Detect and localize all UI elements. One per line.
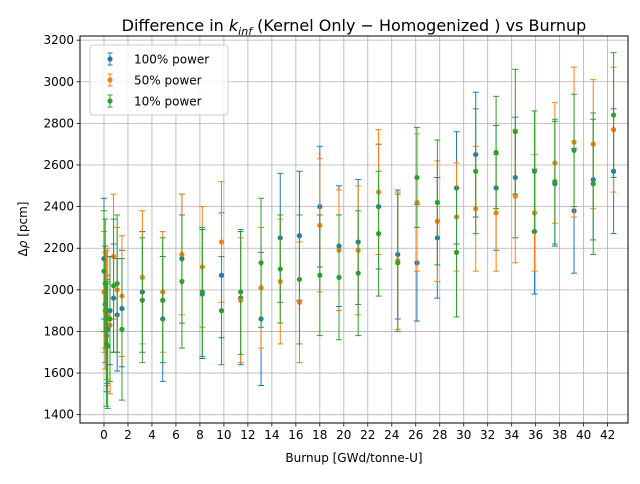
legend-marker [107, 77, 113, 83]
x-tick-label: 22 [360, 428, 375, 442]
y-tick-label: 1400 [43, 408, 74, 422]
plot-frame [79, 35, 629, 424]
data-point [512, 129, 518, 135]
data-point [238, 289, 244, 295]
data-point [434, 199, 440, 206]
x-tick-label: 2 [124, 428, 132, 442]
legend-label: 10% power [134, 95, 202, 109]
x-axis-label: Burnup [GWd/tonne-U] [285, 451, 422, 465]
x-tick-label: 0 [100, 428, 108, 442]
data-point [375, 231, 382, 237]
y-tick-label: 2600 [43, 158, 74, 172]
x-tick-label: 32 [480, 428, 495, 442]
x-tick-label: 30 [456, 428, 471, 442]
legend-marker [107, 56, 113, 62]
x-tick-label: 4 [148, 428, 156, 442]
legend-label: 50% power [134, 74, 202, 88]
y-tick-label: 3200 [43, 33, 74, 47]
data-point [179, 278, 185, 285]
data-point [414, 174, 420, 181]
chart-title: Difference in kinf (Kernel Only − Homoge… [122, 16, 587, 38]
data-point [473, 168, 479, 174]
data-point [139, 297, 145, 303]
x-tick-label: 24 [384, 428, 399, 442]
series-3 [100, 52, 617, 409]
data-point [453, 249, 460, 255]
data-point [571, 147, 577, 154]
data-point [336, 274, 342, 280]
y-tick-label: 2800 [43, 116, 74, 130]
x-tick-label: 26 [408, 428, 423, 442]
data-point [107, 316, 113, 322]
data-point [552, 179, 558, 185]
data-point [512, 193, 518, 199]
data-point [218, 308, 225, 314]
data-point [493, 149, 499, 156]
legend-box [89, 44, 229, 116]
data-marks [100, 52, 617, 409]
x-tick-label: 28 [432, 428, 447, 442]
data-point [218, 239, 225, 245]
data-point [355, 270, 361, 276]
y-tick-label: 1800 [43, 324, 74, 338]
x-tick-label: 6 [172, 428, 180, 442]
data-point [590, 181, 596, 187]
data-point [160, 297, 166, 303]
x-tick-label: 34 [504, 428, 519, 442]
x-tick-label: 20 [336, 428, 351, 442]
y-tick-label: 1600 [43, 366, 74, 380]
x-tick-label: 38 [552, 428, 567, 442]
data-point [296, 276, 303, 283]
data-point [199, 289, 205, 295]
legend: 100% power 50% power 10% power [89, 44, 229, 116]
data-point [531, 168, 538, 174]
legend-label: 100% power [134, 53, 209, 67]
data-point [104, 343, 111, 349]
data-point [317, 272, 323, 278]
x-tick-label: 10 [216, 428, 231, 442]
y-tick-label: 2000 [43, 283, 74, 297]
data-point [277, 266, 283, 272]
data-point [493, 210, 499, 216]
y-tick-label: 2200 [43, 241, 74, 255]
data-point [395, 260, 401, 266]
data-point [101, 268, 107, 274]
data-point [611, 112, 617, 118]
data-point [258, 260, 264, 266]
x-tick-label: 16 [288, 428, 303, 442]
x-tick-label: 36 [528, 428, 543, 442]
legend-marker [107, 98, 113, 104]
x-tick-label: 12 [240, 428, 255, 442]
x-tick-label: 18 [312, 428, 327, 442]
x-tick-label: 42 [600, 428, 615, 442]
data-point [114, 280, 120, 287]
ticks: 0 2 4 6 8 10 12 14 16 18 20 22 24 26 28 30 32 34 36 38 40 421… [43, 33, 615, 442]
x-tick-label: 40 [576, 428, 591, 442]
y-tick-label: 2400 [43, 200, 74, 214]
x-tick-label: 8 [196, 428, 204, 442]
x-tick-label: 14 [264, 428, 279, 442]
y-axis-label: Δρ [pcm] [16, 202, 30, 257]
y-tick-label: 3000 [43, 75, 74, 89]
data-point [119, 326, 125, 332]
